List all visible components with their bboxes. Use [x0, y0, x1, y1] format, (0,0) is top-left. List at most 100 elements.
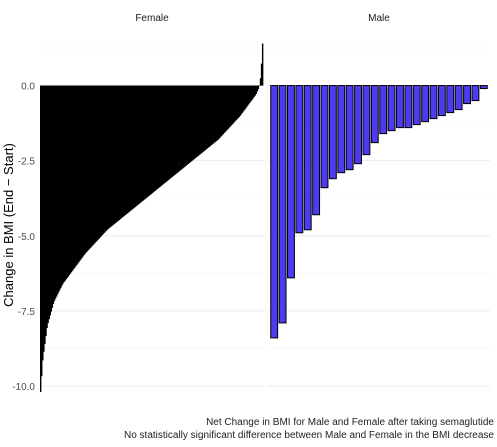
female-bar-52	[95, 85, 97, 243]
female-bar-91	[136, 85, 139, 206]
female-bar-184	[235, 85, 237, 121]
female-bar-149	[198, 85, 200, 156]
y-tick-label-3: -7.5	[18, 307, 36, 318]
female-bar-9	[49, 85, 51, 316]
female-bar-102	[148, 85, 150, 196]
female-bar-10	[50, 85, 53, 312]
female-bar-101	[147, 85, 149, 197]
female-bar-202	[254, 85, 256, 96]
female-bar-114	[161, 85, 163, 186]
female-bar-118	[165, 85, 167, 183]
female-bar-76	[120, 85, 123, 219]
female-bar-159	[208, 85, 211, 147]
female-bar-208	[260, 63, 263, 86]
female-bar-164	[214, 85, 216, 143]
male-bar-13	[379, 85, 388, 135]
female-bar-133	[181, 85, 183, 170]
female-bar-110	[156, 85, 159, 189]
female-bar-196	[248, 85, 250, 105]
female-bar-81	[126, 85, 128, 214]
female-bar-161	[210, 85, 213, 145]
female-bar-188	[239, 85, 242, 116]
female-bar-19	[60, 85, 62, 288]
female-bar-2	[42, 85, 44, 361]
female-bar-70	[114, 85, 116, 224]
female-bar-123	[170, 85, 173, 178]
female-bar-162	[212, 85, 214, 145]
female-bar-144	[192, 85, 195, 160]
facet-title-male: Male	[368, 13, 390, 24]
female-bar-204	[256, 85, 259, 92]
female-bar-84	[129, 85, 131, 212]
female-bar-120	[167, 85, 169, 181]
female-bar-153	[202, 85, 204, 152]
female-bar-46	[88, 85, 91, 249]
female-bar-177	[227, 85, 230, 129]
female-bar-173	[223, 85, 226, 133]
female-bar-69	[113, 85, 115, 225]
female-bar-183	[234, 85, 236, 122]
female-bar-167	[217, 85, 219, 140]
female-bar-88	[133, 85, 135, 208]
female-bar-23	[64, 85, 66, 281]
female-bar-57	[100, 85, 102, 237]
female-bar-42	[84, 85, 87, 254]
female-bar-197	[249, 85, 251, 103]
female-bar-190	[241, 85, 244, 113]
female-bar-203	[255, 85, 257, 94]
male-bar-25	[479, 85, 488, 90]
female-bar-135	[183, 85, 185, 168]
female-bar-96	[141, 85, 144, 202]
female-bar-43	[85, 85, 88, 253]
female-bar-145	[193, 85, 196, 159]
y-tick-label-1: -2.5	[18, 157, 36, 168]
female-bar-34	[76, 85, 78, 266]
female-bar-65	[109, 85, 111, 228]
female-bar-105	[151, 85, 153, 194]
female-bar-28	[69, 85, 72, 274]
female-bar-108	[154, 85, 157, 191]
female-bar-191	[242, 85, 245, 112]
female-bar-36	[78, 85, 80, 263]
female-bar-111	[157, 85, 160, 189]
female-bar-165	[215, 85, 217, 142]
female-bar-170	[220, 85, 222, 137]
female-bar-178	[229, 85, 231, 128]
female-bar-155	[204, 85, 207, 151]
female-bar-29	[70, 85, 73, 273]
female-bar-75	[119, 85, 122, 220]
female-bar-66	[110, 85, 112, 227]
female-bar-74	[118, 85, 120, 221]
female-bar-11	[51, 85, 54, 308]
female-bar-85	[130, 85, 132, 211]
female-bar-77	[121, 85, 124, 218]
female-bar-152	[201, 85, 203, 153]
caption-line-2: No statistically significant difference …	[123, 430, 494, 441]
female-bar-94	[139, 85, 142, 203]
female-bar-6	[46, 85, 48, 329]
male-bar-20	[437, 85, 446, 117]
female-bar-8	[48, 85, 50, 320]
female-bar-90	[135, 85, 137, 207]
female-bar-59	[102, 85, 105, 235]
male-bar-23	[463, 85, 471, 105]
female-bar-97	[143, 85, 145, 201]
male-bar-19	[429, 85, 438, 120]
female-bar-157	[206, 85, 209, 149]
female-bar-13	[53, 85, 56, 301]
female-bar-186	[237, 85, 239, 119]
female-bar-168	[218, 85, 220, 139]
female-bar-99	[145, 85, 147, 199]
female-bar-72	[116, 85, 118, 222]
female-bar-100	[146, 85, 148, 198]
female-bar-58	[101, 85, 104, 236]
y-tick-label-2: -5.0	[18, 232, 36, 243]
female-bar-198	[250, 85, 252, 102]
male-bar-8	[337, 85, 346, 174]
female-bar-113	[159, 85, 162, 187]
female-bar-117	[164, 85, 166, 183]
female-bar-180	[231, 85, 233, 125]
female-bar-67	[111, 85, 113, 227]
y-axis-title: Change in BMI (End − Start)	[1, 143, 16, 307]
female-bar-30	[71, 85, 74, 271]
